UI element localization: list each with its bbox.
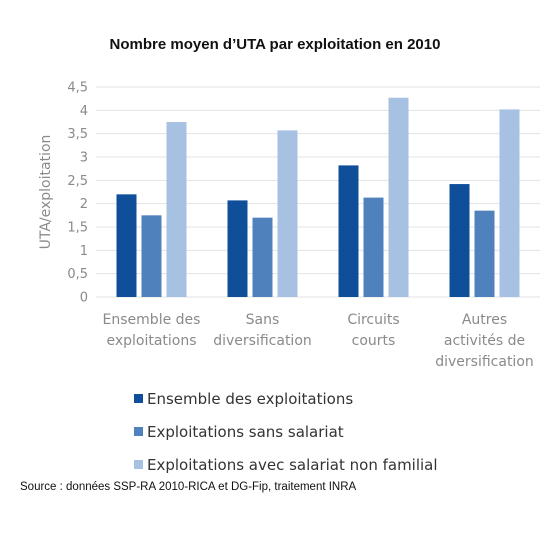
bar	[388, 97, 409, 297]
chart-title: Nombre moyen d’UTA par exploitation en 2…	[109, 36, 441, 53]
y-tick-label: 0	[80, 291, 88, 306]
legend-label: Exploitations sans salariat	[147, 422, 344, 441]
legend-item: Ensemble des exploitations	[134, 382, 438, 415]
x-category-label: Ensemble des	[103, 312, 201, 328]
x-category-label: diversification	[213, 333, 312, 349]
y-tick-label: 0,5	[67, 267, 88, 282]
bar	[252, 217, 273, 297]
legend-item: Exploitations avec salariat non familial	[134, 448, 438, 481]
bar	[449, 184, 470, 297]
bar	[141, 215, 162, 297]
y-tick-label: 1,5	[67, 221, 88, 236]
x-category-label: diversification	[435, 354, 534, 370]
legend-swatch	[134, 460, 143, 469]
x-category-label: courts	[352, 333, 396, 349]
chart-legend: Ensemble des exploitations Exploitations …	[134, 382, 438, 481]
y-tick-label: 2,5	[67, 174, 88, 189]
y-tick-label: 1	[80, 244, 88, 259]
bar-chart: 0 0,5 1 1,5 2 2,5 3 3,5 4 4,5 UTA/exploitation Ense…	[38, 81, 540, 370]
bar	[227, 200, 248, 297]
y-tick-label: 4,5	[67, 81, 88, 96]
x-category-label: exploitations	[106, 333, 196, 349]
bar	[277, 130, 298, 297]
legend-swatch	[134, 427, 143, 436]
legend-label: Ensemble des exploitations	[147, 389, 354, 408]
y-tick-label: 3	[80, 151, 88, 166]
y-tick-label: 2	[80, 197, 88, 212]
x-category-label: Sans	[246, 312, 280, 328]
bar	[116, 194, 137, 297]
legend-label: Exploitations avec salariat non familial	[147, 455, 438, 474]
source-note: Source : données SSP-RA 2010-RICA et DG-…	[20, 481, 357, 493]
bar	[338, 165, 359, 297]
bar	[474, 210, 495, 297]
legend-item: Exploitations sans salariat	[134, 415, 438, 448]
legend-swatch	[134, 394, 143, 403]
x-category-label: activités de	[444, 333, 525, 349]
y-tick-label: 3,5	[67, 127, 88, 142]
y-tick-label: 4	[80, 104, 88, 119]
bar	[166, 122, 187, 297]
x-category-label: Autres	[462, 312, 507, 328]
bar	[363, 197, 384, 297]
y-axis-label: UTA/exploitation	[38, 135, 54, 250]
bar	[499, 109, 520, 298]
x-category-label: Circuits	[347, 312, 399, 328]
